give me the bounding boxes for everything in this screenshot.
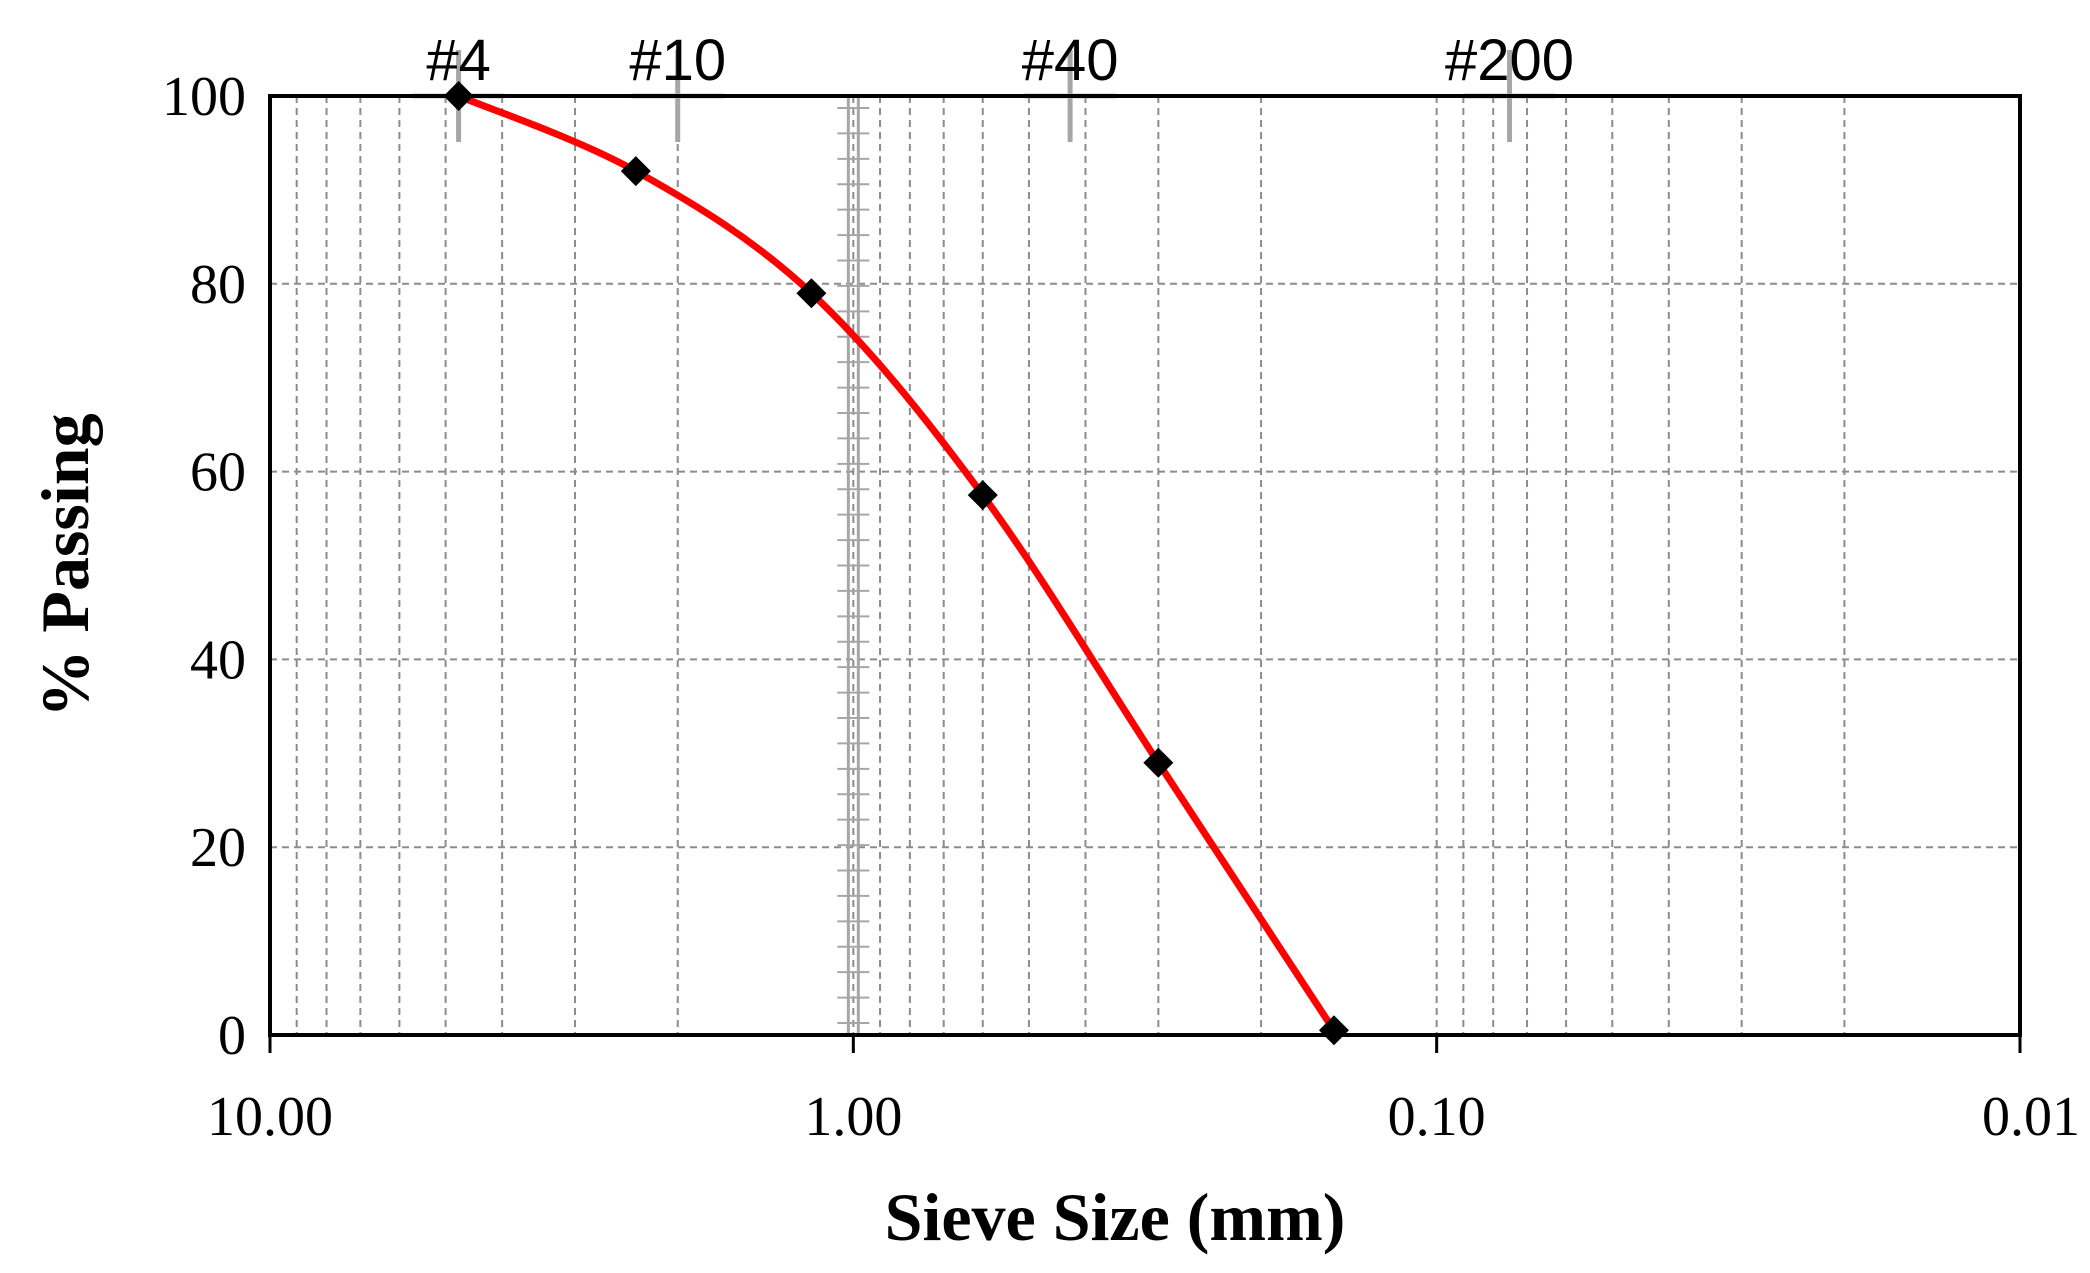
y-tick-label: 60 [190, 442, 246, 504]
plot-frame [268, 94, 2022, 1053]
series-layer [443, 81, 1349, 1046]
data-point [967, 480, 998, 511]
y-tick-label: 20 [190, 817, 246, 879]
sieve-label: #200 [1445, 28, 1574, 93]
x-tick-label: 10.00 [207, 1086, 333, 1148]
y-tick-label: 0 [218, 1005, 246, 1067]
plot-border [268, 94, 2022, 1037]
sieve-label: #4 [426, 28, 491, 93]
data-point [443, 81, 474, 111]
y-tick-label: 40 [190, 629, 246, 691]
y-tick-labels: 0 20 40 60 80 100 [162, 66, 246, 1067]
x-axis-title: Sieve Size (mm) [885, 1179, 1346, 1255]
x-tick-label: 0.10 [1388, 1086, 1486, 1148]
data-point [620, 156, 651, 187]
series-line [457, 92, 1337, 1033]
y-tick-label: 80 [190, 254, 246, 316]
y-tick-label: 100 [162, 66, 246, 128]
grid [270, 96, 2020, 1035]
sieve-label: #10 [629, 28, 726, 93]
x-tick-labels: 10.00 1.00 0.10 0.01 [207, 1086, 2080, 1148]
y-axis-title: % Passing [27, 413, 103, 717]
x-tick-label: 1.00 [804, 1086, 902, 1148]
data-point [1143, 747, 1174, 778]
x-tick-label: 0.01 [1982, 1086, 2080, 1148]
data-point [1318, 1015, 1349, 1046]
sieve-annotations: #4 #10 #40 #200 [426, 28, 1574, 93]
data-point [796, 278, 827, 309]
sieve-markers [412, 50, 1556, 1035]
sieve-label: #40 [1022, 28, 1119, 93]
